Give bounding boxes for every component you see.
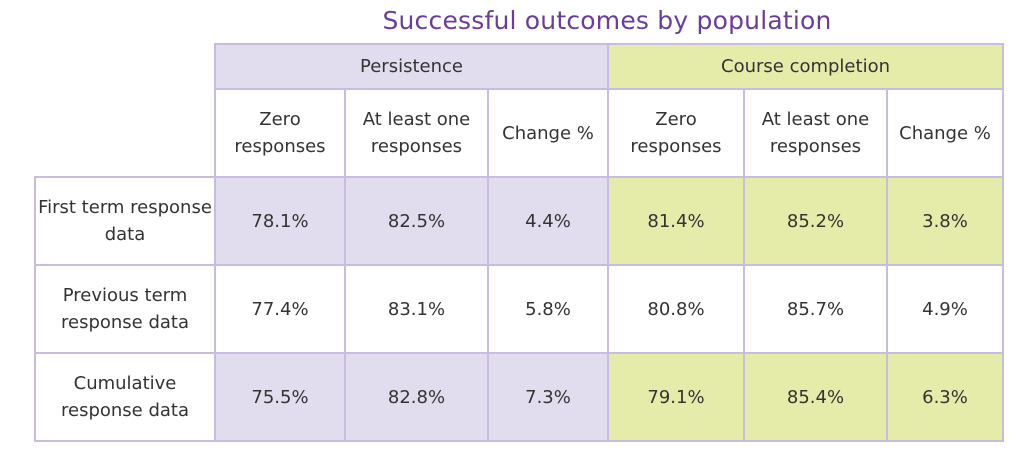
table-cell: 81.4% [607,176,745,266]
row-label: Previous term response data [34,264,216,354]
group-header-persistence: Persistence [214,43,609,90]
group-header-course-completion: Course completion [607,43,1004,90]
table-cell: 77.4% [214,264,346,354]
table-cell: 85.7% [743,264,888,354]
table-cell: 78.1% [214,176,346,266]
empty-corner [35,44,215,89]
table-cell: 85.2% [743,176,888,266]
table-cell: 3.8% [886,176,1004,266]
row-label: Cumulative response data [34,352,216,442]
table-cell: 4.9% [886,264,1004,354]
table-cell: 7.3% [487,352,609,442]
group-header-row: Persistence Course completion [35,43,1004,90]
column-header: At least one responses [344,88,489,178]
table-row: First term response data 78.1% 82.5% 4.4… [34,176,1004,266]
table-cell: 83.1% [344,264,489,354]
row-label: First term response data [34,176,216,266]
empty-corner [35,89,215,177]
table-cell: 82.8% [344,352,489,442]
table-cell: 85.4% [743,352,888,442]
column-header: At least one responses [743,88,888,178]
column-header: Change % [886,88,1004,178]
subheader-row: Zero responses At least one responses Ch… [35,88,1004,178]
table-cell: 4.4% [487,176,609,266]
column-header: Change % [487,88,609,178]
table-cell: 80.8% [607,264,745,354]
column-header: Zero responses [607,88,745,178]
outcomes-table: Persistence Course completion Zero respo… [34,43,1004,442]
table-cell: 79.1% [607,352,745,442]
table-cell: 5.8% [487,264,609,354]
table-title: Successful outcomes by population [382,6,832,35]
table-row: Previous term response data 77.4% 83.1% … [34,264,1004,354]
table-cell: 6.3% [886,352,1004,442]
table-cell: 75.5% [214,352,346,442]
column-header: Zero responses [214,88,346,178]
table-cell: 82.5% [344,176,489,266]
table-row: Cumulative response data 75.5% 82.8% 7.3… [34,352,1004,442]
